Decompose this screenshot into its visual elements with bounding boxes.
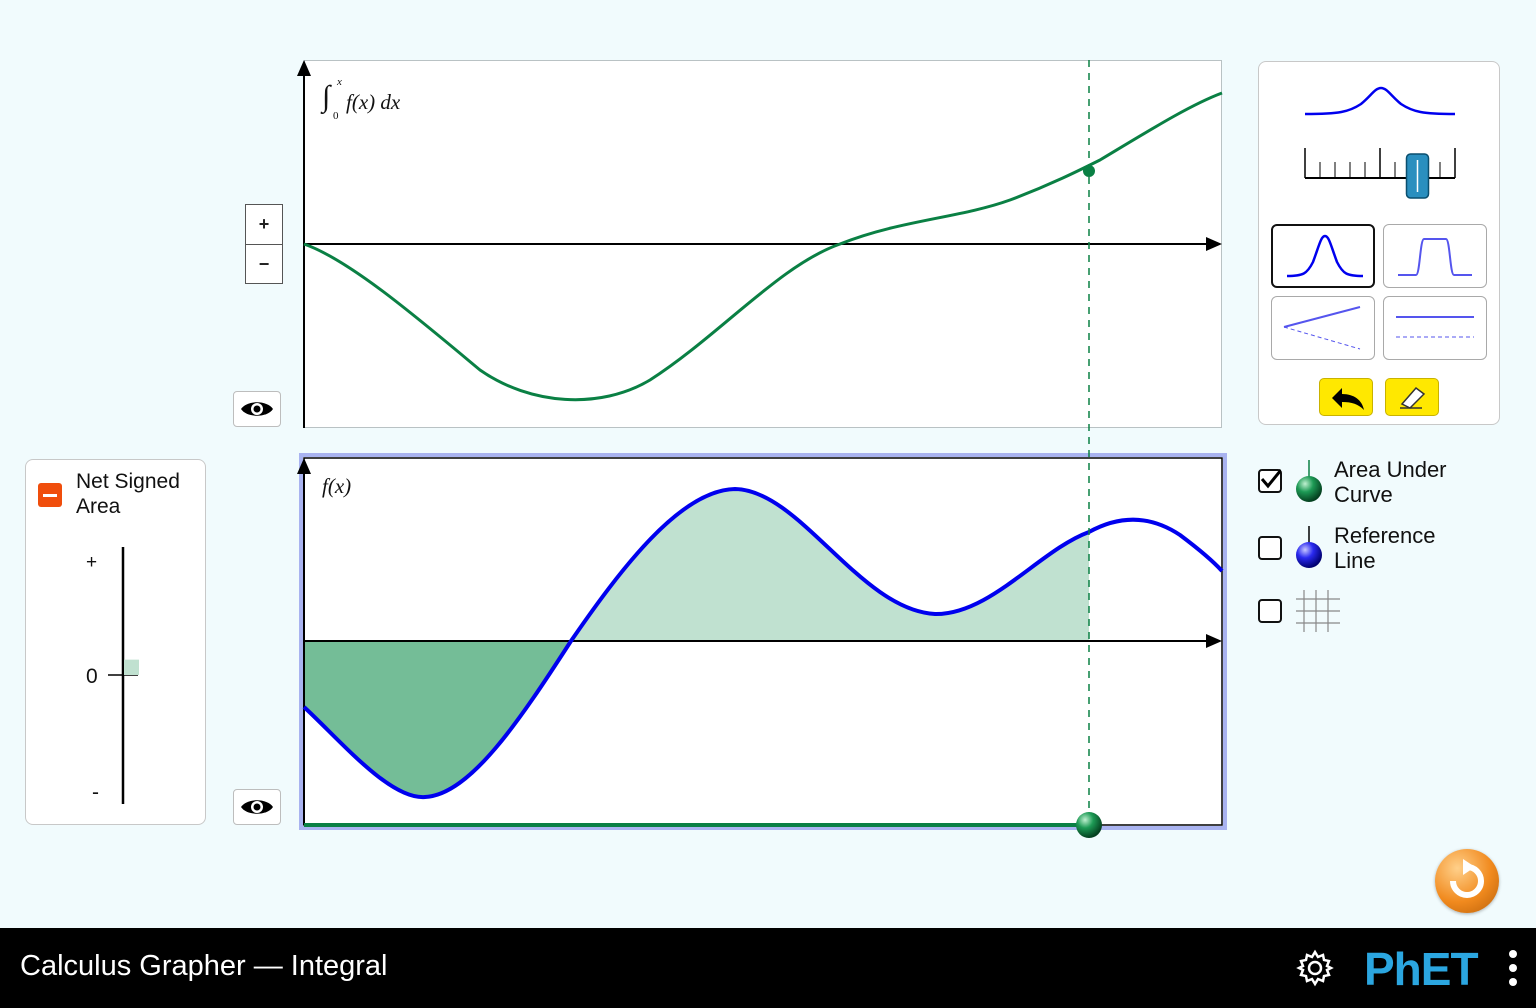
tick-plus: + <box>86 552 98 573</box>
eye-icon <box>241 402 273 416</box>
f-x-axis-arrow <box>1206 634 1222 648</box>
tick-zero: 0 <box>86 665 98 688</box>
blue-sphere-icon <box>1296 526 1322 568</box>
undo-button[interactable] <box>1319 378 1373 416</box>
reference-line-label: Reference Line <box>1334 523 1436 573</box>
erase-button[interactable] <box>1385 378 1439 416</box>
gear-icon[interactable] <box>1296 949 1334 987</box>
curve-manipulation-panel <box>1258 61 1500 425</box>
zoom-out-button[interactable]: − <box>258 254 270 274</box>
peak-icon <box>1286 234 1364 278</box>
plateau-icon <box>1398 238 1472 276</box>
reset-all-button[interactable] <box>1435 849 1499 913</box>
zoom-in-button[interactable]: + <box>246 205 282 245</box>
reference-line-checkbox[interactable] <box>1258 536 1282 560</box>
integral-sign: ∫ <box>322 80 331 113</box>
shape-preview <box>1304 86 1456 116</box>
eraser-icon <box>1400 386 1426 409</box>
shift-shape-button[interactable] <box>1383 296 1487 360</box>
grid-checkbox[interactable] <box>1258 599 1282 623</box>
width-slider[interactable] <box>1259 138 1501 208</box>
green-sphere-icon <box>1296 460 1322 502</box>
plateau-shape-button[interactable] <box>1383 224 1487 288</box>
positive-area-fill <box>571 489 1089 641</box>
phet-logo[interactable]: PhET <box>1364 943 1479 995</box>
f-y-axis-arrow <box>297 458 311 474</box>
f-visibility-button[interactable] <box>233 789 281 825</box>
gaussian-preview-icon <box>1304 86 1456 116</box>
area-handle-sphere <box>1076 812 1102 838</box>
reset-icon <box>1450 859 1484 898</box>
area-under-curve-label: Area Under Curve <box>1334 457 1447 507</box>
more-menu-icon[interactable] <box>1508 948 1518 992</box>
tilt-icon <box>1283 306 1361 350</box>
shift-icon <box>1396 316 1474 338</box>
eye-icon <box>241 800 273 814</box>
net-signed-area-panel: Net Signed Area + 0 - <box>25 459 206 825</box>
sim-title: Calculus Grapher — Integral <box>20 950 388 982</box>
undo-arrow-icon <box>1332 388 1364 410</box>
f-curve <box>302 486 1224 800</box>
integral-x-axis-arrow <box>1206 237 1222 251</box>
navigation-bar: Calculus Grapher — Integral PhET <box>0 928 1536 1008</box>
net-signed-area-title: Net Signed Area <box>76 470 180 518</box>
minus-icon <box>43 493 57 497</box>
grid-icon <box>1296 590 1340 632</box>
collapse-button[interactable] <box>38 483 62 507</box>
zoom-controls: + − <box>245 204 283 284</box>
area-under-curve-checkbox[interactable] <box>1258 469 1282 493</box>
peak-shape-button[interactable] <box>1271 224 1375 288</box>
f-label: f(x) <box>322 474 352 498</box>
integral-label: ∫ x 0 f(x) dx <box>322 76 401 122</box>
integral-curve <box>303 91 1223 402</box>
integral-y-axis-arrow <box>297 60 311 76</box>
net-area-meter <box>108 547 139 804</box>
net-area-bar <box>124 659 139 675</box>
tilt-shape-button[interactable] <box>1271 296 1375 360</box>
integral-visibility-button[interactable] <box>233 391 281 427</box>
checkmark-icon <box>1260 469 1281 489</box>
tick-minus: - <box>92 781 99 804</box>
negative-area-fill <box>304 641 571 798</box>
